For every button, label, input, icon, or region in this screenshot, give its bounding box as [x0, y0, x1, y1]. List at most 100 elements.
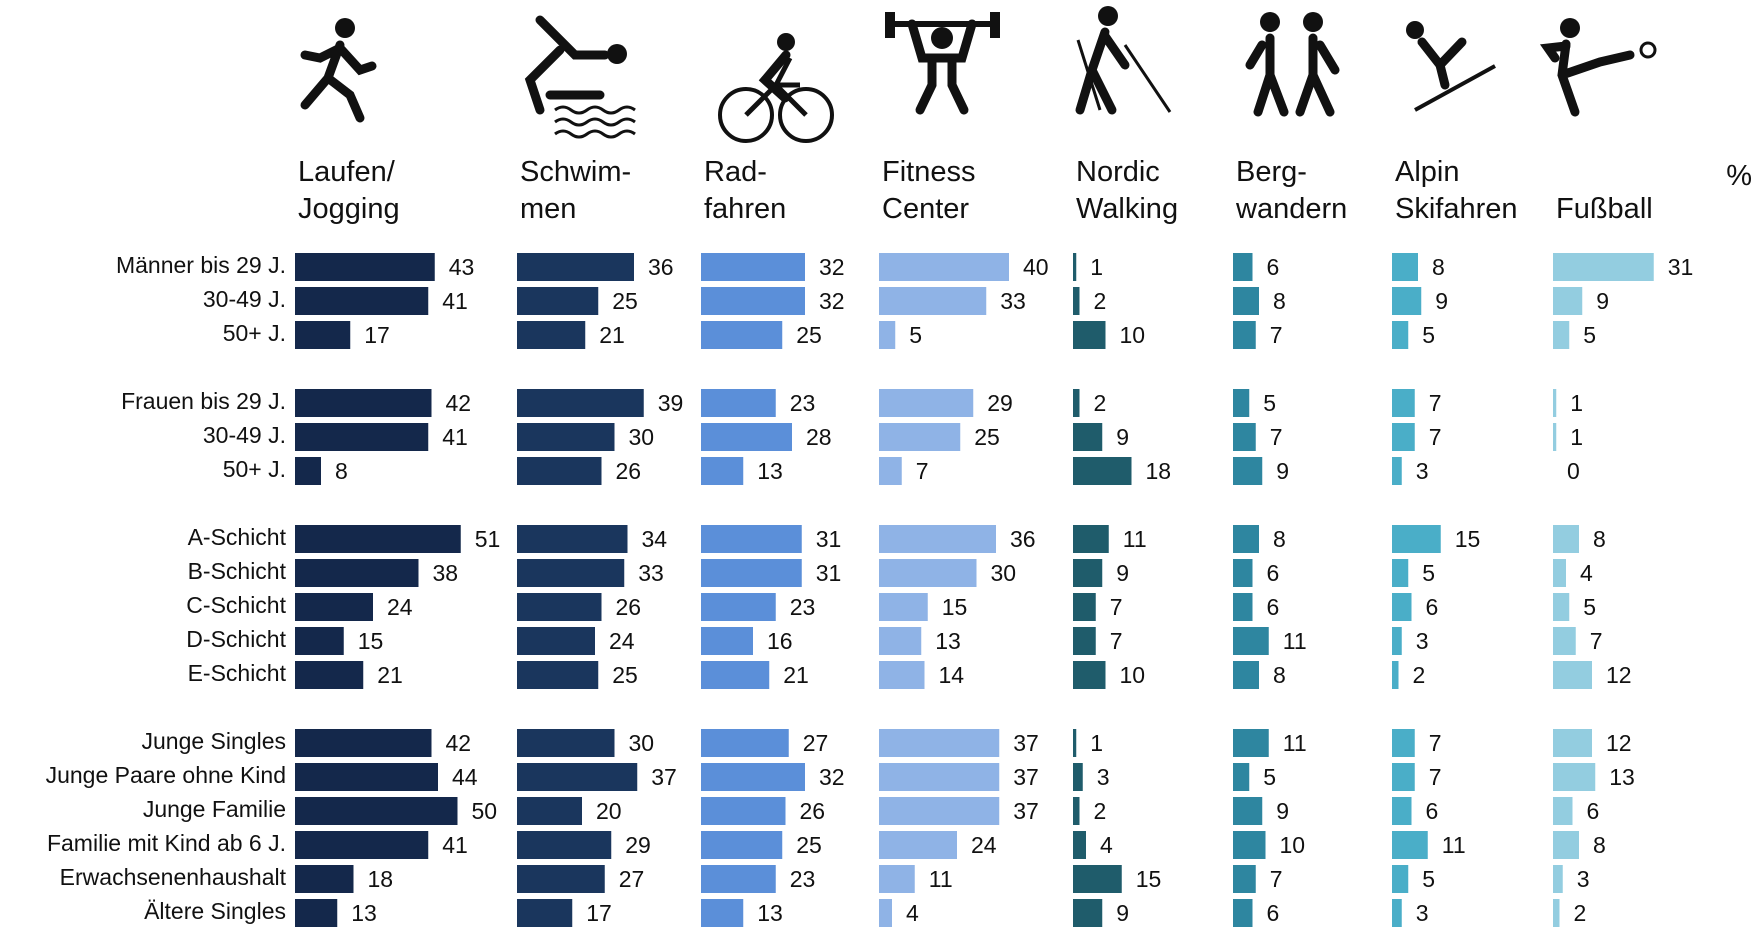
bar: [1073, 559, 1103, 587]
bar: [1553, 661, 1592, 689]
bar: [1073, 593, 1096, 621]
bar: [1553, 831, 1579, 859]
bar: [1553, 559, 1566, 587]
bar: [1553, 253, 1654, 281]
value-label: 5: [1263, 764, 1276, 790]
value-label: 36: [648, 254, 674, 280]
value-label: 5: [1422, 322, 1435, 348]
bar: [1392, 865, 1409, 893]
value-label: 9: [1276, 458, 1289, 484]
panel-header: Alpin Skifahren: [1395, 156, 1518, 225]
bar: [701, 559, 802, 587]
bar: [1233, 661, 1259, 689]
bar: [879, 899, 892, 927]
bar: [517, 797, 582, 825]
bar: [701, 423, 792, 451]
row-label: D-Schicht: [186, 626, 286, 652]
panel-header: Berg- wandern: [1236, 156, 1348, 225]
value-label: 32: [819, 764, 845, 790]
bar: [1392, 899, 1402, 927]
panel-header: Schwim- men: [520, 156, 632, 225]
bar: [295, 831, 429, 859]
bar: [517, 865, 605, 893]
bar: [517, 899, 573, 927]
value-label: 2: [1574, 900, 1587, 926]
value-label: 7: [1110, 594, 1123, 620]
bar: [1392, 729, 1415, 757]
bar: [1073, 525, 1109, 553]
value-label: 6: [1426, 798, 1439, 824]
value-label: 10: [1120, 322, 1146, 348]
value-label: 13: [351, 900, 377, 926]
value-label: 40: [1023, 254, 1049, 280]
row-label: Junge Singles: [142, 728, 287, 754]
value-label: 11: [929, 866, 953, 892]
bar: [879, 593, 928, 621]
value-label: 11: [1123, 526, 1147, 552]
value-label: 25: [612, 662, 638, 688]
bar: [295, 321, 351, 349]
bar: [1233, 457, 1263, 485]
value-label: 26: [616, 594, 642, 620]
bar: [1392, 321, 1409, 349]
bar: [701, 525, 802, 553]
value-label: 11: [1442, 832, 1466, 858]
value-label: 1: [1570, 424, 1583, 450]
bar: [1233, 865, 1256, 893]
row-label: C-Schicht: [186, 592, 286, 618]
value-label: 2: [1094, 288, 1107, 314]
value-label: 25: [796, 832, 822, 858]
bar: [1073, 389, 1080, 417]
bar: [701, 287, 805, 315]
bar: [701, 729, 789, 757]
value-label: 27: [803, 730, 829, 756]
value-label: 33: [638, 560, 664, 586]
value-label: 23: [790, 594, 816, 620]
bar: [1233, 559, 1253, 587]
value-label: 31: [1668, 254, 1694, 280]
value-label: 8: [335, 458, 348, 484]
bar: [701, 763, 805, 791]
bar: [1392, 627, 1402, 655]
value-label: 6: [1267, 254, 1280, 280]
bar: [1073, 423, 1103, 451]
value-label: 5: [1263, 390, 1276, 416]
bar: [701, 253, 805, 281]
value-label: 9: [1596, 288, 1609, 314]
value-label: 7: [1429, 730, 1442, 756]
row-label: A-Schicht: [188, 524, 287, 550]
value-label: 7: [1270, 866, 1283, 892]
value-label: 39: [658, 390, 684, 416]
value-label: 21: [599, 322, 625, 348]
bar: [879, 865, 915, 893]
value-label: 2: [1413, 662, 1426, 688]
value-label: 6: [1267, 900, 1280, 926]
value-label: 7: [1590, 628, 1603, 654]
value-label: 11: [1283, 628, 1307, 654]
bar: [517, 627, 595, 655]
value-label: 7: [1429, 764, 1442, 790]
bar: [295, 457, 321, 485]
value-label: 2: [1094, 390, 1107, 416]
value-label: 5: [1422, 560, 1435, 586]
bar: [1233, 729, 1269, 757]
value-label: 41: [442, 288, 468, 314]
bar: [879, 559, 977, 587]
bar: [1553, 525, 1579, 553]
value-label: 6: [1587, 798, 1600, 824]
value-label: 1: [1090, 254, 1103, 280]
value-label: 3: [1416, 628, 1429, 654]
bar: [701, 457, 744, 485]
value-label: 5: [1583, 322, 1596, 348]
value-label: 29: [987, 390, 1013, 416]
value-label: 31: [816, 526, 842, 552]
bar: [1073, 457, 1132, 485]
bar: [879, 763, 1000, 791]
value-label: 7: [1270, 322, 1283, 348]
bar: [701, 593, 776, 621]
bar: [1392, 763, 1415, 791]
bar: [879, 797, 1000, 825]
value-label: 25: [974, 424, 1000, 450]
value-label: 8: [1593, 832, 1606, 858]
